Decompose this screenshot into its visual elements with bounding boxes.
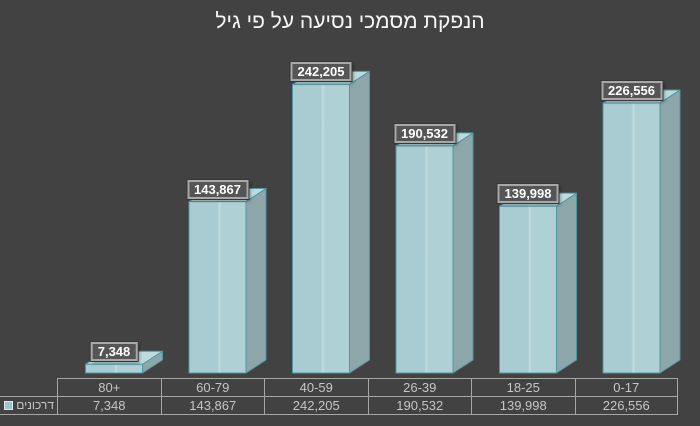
value-cell: 226,556: [574, 396, 678, 415]
value-cell: 143,867: [160, 396, 264, 415]
category-cell: 80+: [57, 378, 161, 396]
chart-title: הנפקת מסמכי נסיעה על פי גיל: [215, 10, 485, 33]
value-cell: 7,348: [57, 396, 161, 415]
category-cell: 0-17: [574, 378, 678, 396]
bar-value-label: 226,556: [601, 80, 662, 100]
bar-value-label: 190,532: [394, 123, 455, 143]
category-cell: 26-39: [367, 378, 471, 396]
bar-18-25: [499, 192, 577, 374]
category-cell: 40-59: [264, 378, 368, 396]
bar-60-79: [188, 188, 267, 374]
value-cell: 190,532: [367, 396, 471, 415]
category-cell: 60-79: [160, 378, 264, 396]
series-marker-icon: [4, 401, 14, 410]
bar-value-label: 143,867: [187, 179, 248, 199]
value-row: דרכונים 7,348 143,867 242,205 190,532 139,99…: [0, 396, 678, 415]
value-cell: 139,998: [471, 396, 575, 415]
table-corner-spacer: [0, 378, 57, 396]
bar-value-label: 139,998: [497, 184, 559, 204]
bar-26-39: [395, 132, 474, 374]
category-cell: 18-25: [471, 378, 575, 396]
bar-40-59: [292, 70, 370, 374]
bar-0-17: [602, 89, 681, 374]
bar-value-label: 242,205: [290, 62, 352, 82]
legend-label: דרכונים: [16, 398, 54, 412]
value-cell: 242,205: [264, 396, 368, 415]
bar-value-label: 7,348: [90, 342, 138, 362]
data-table: 80+ 60-79 40-59 26-39 18-25 0-17 דרכונים 7,34…: [0, 378, 678, 415]
category-row: 80+ 60-79 40-59 26-39 18-25 0-17: [0, 378, 678, 396]
legend-cell: דרכונים: [0, 396, 57, 415]
